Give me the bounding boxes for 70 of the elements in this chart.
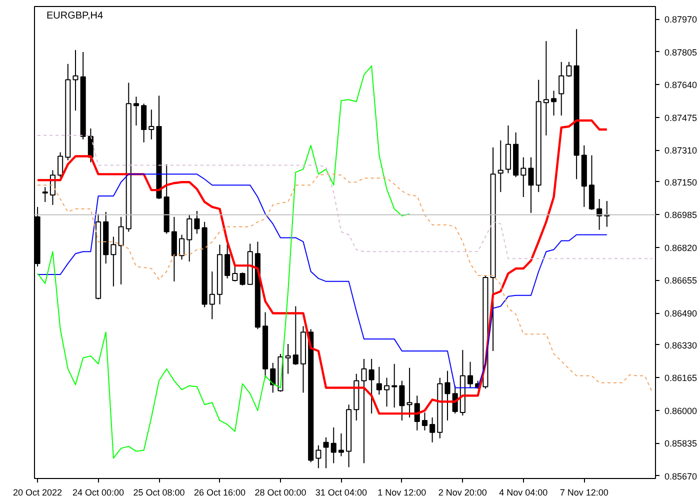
x-tick-label: 2 Nov 20:00 <box>438 488 487 498</box>
candlestick <box>232 265 238 282</box>
candlestick <box>566 61 572 78</box>
x-tick-label: 7 Nov 12:00 <box>560 488 608 498</box>
candlestick <box>209 271 215 320</box>
candlestick <box>42 186 48 202</box>
candlestick <box>430 417 436 443</box>
candlestick <box>141 103 147 143</box>
candlestick <box>384 377 390 408</box>
y-tick-label: 0.87805 <box>664 47 698 58</box>
candlestick <box>330 426 336 464</box>
y-tick-label: 0.86655 <box>664 276 698 286</box>
candlestick <box>292 306 298 366</box>
candlestick <box>179 234 185 260</box>
candlestick <box>361 358 367 464</box>
x-tick-label: 25 Oct 08:00 <box>133 488 185 498</box>
candlestick <box>467 361 474 388</box>
x-tick-label: 20 Oct 2022 <box>13 488 62 498</box>
candlestick <box>316 444 322 469</box>
y-tick-label: 0.86490 <box>664 308 698 319</box>
x-tick-label: 26 Oct 16:00 <box>194 488 246 498</box>
y-tick-label: 0.87970 <box>664 14 698 25</box>
candlestick <box>444 370 450 421</box>
candlestick <box>392 363 398 408</box>
candlestick <box>194 210 200 234</box>
candlestick <box>110 236 116 287</box>
candlestick <box>186 214 192 262</box>
candlestick <box>270 362 276 394</box>
candlestick <box>323 436 329 469</box>
candlestick <box>118 216 124 285</box>
x-tick-label: 31 Oct 04:00 <box>315 488 367 498</box>
candlestick <box>528 156 534 214</box>
ref-line-label: 0.86985 <box>664 210 698 220</box>
candlestick <box>285 344 291 374</box>
candlestick <box>148 109 154 140</box>
candlestick <box>588 154 595 210</box>
candlestick <box>224 244 230 279</box>
y-tick-label: 0.86165 <box>664 373 698 384</box>
x-tick-label: 24 Oct 00:00 <box>72 488 124 498</box>
x-tick-label: 4 Nov 04:00 <box>499 488 548 498</box>
candlestick <box>240 272 246 286</box>
y-tick-label: 0.85835 <box>664 438 698 449</box>
candlestick <box>338 432 344 457</box>
candlestick <box>558 61 564 116</box>
candlestick <box>399 380 405 421</box>
candlestick <box>550 90 557 116</box>
candlestick <box>422 412 428 431</box>
x-tick-label: 1 Nov 12:00 <box>378 488 426 498</box>
candlestick <box>498 140 504 193</box>
x-tick-label: 28 Oct 00:00 <box>254 488 306 498</box>
y-tick-label: 0.87640 <box>664 80 698 90</box>
y-tick-label: 0.86330 <box>664 340 698 350</box>
candlestick <box>543 40 549 136</box>
y-tick-label: 0.87310 <box>664 146 698 156</box>
line-series <box>37 134 653 260</box>
y-tick-label: 0.86820 <box>664 242 698 253</box>
candlestick <box>133 96 140 126</box>
candlestick <box>72 50 78 112</box>
candlestick <box>520 156 526 198</box>
chart-title: EURGBP,H4 <box>46 10 104 22</box>
y-tick-label: 0.85670 <box>664 471 698 482</box>
candlestick <box>406 367 412 418</box>
candlestick <box>171 216 177 282</box>
candlestick <box>58 152 64 178</box>
y-tick-label: 0.87475 <box>664 112 698 123</box>
y-tick-label: 0.86000 <box>664 406 698 416</box>
candlestick <box>376 366 382 396</box>
line-series <box>37 65 410 459</box>
y-tick-label: 0.87150 <box>664 177 698 188</box>
candlestick <box>368 358 374 414</box>
